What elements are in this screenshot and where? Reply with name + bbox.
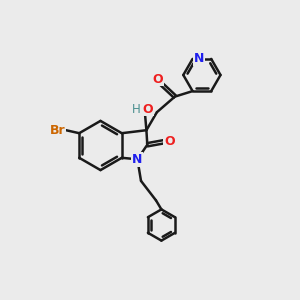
Text: H: H — [132, 103, 141, 116]
Text: N: N — [194, 52, 204, 65]
Text: O: O — [142, 103, 153, 116]
Text: Br: Br — [50, 124, 65, 137]
Text: N: N — [132, 153, 142, 166]
Text: O: O — [152, 73, 163, 86]
Text: O: O — [164, 135, 175, 148]
